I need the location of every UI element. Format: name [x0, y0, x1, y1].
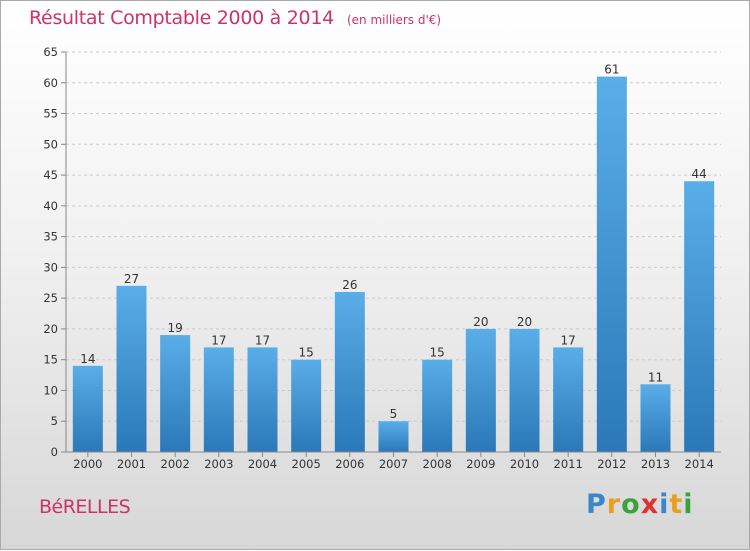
x-tick-label-2008: 2008	[423, 457, 452, 471]
location-label: BéRELLES	[39, 496, 131, 518]
bar-2002	[160, 335, 191, 452]
bar-2013	[640, 384, 671, 452]
x-tick-label-2000: 2000	[73, 457, 102, 471]
y-tick-label: 10	[43, 383, 58, 397]
proxiti-logo: Proxiti	[586, 489, 694, 520]
value-label-2005: 15	[299, 346, 314, 360]
axis-layer: 0 5 10 15 20 25 30 35 40 45 50 55 60 65 2000 2001 2002 20…	[43, 45, 721, 471]
bar-2009	[465, 328, 496, 452]
y-tick-label: 20	[43, 322, 58, 336]
bar-2012	[596, 76, 627, 452]
bar-2010	[509, 328, 540, 452]
bar-2011	[553, 347, 584, 452]
logo-letter: t	[669, 489, 684, 520]
value-label-2001: 27	[124, 272, 139, 286]
x-tick-label-2013: 2013	[641, 457, 670, 471]
value-label-2014: 44	[692, 167, 707, 181]
y-tick-label: 50	[43, 137, 58, 151]
value-label-2013: 11	[648, 370, 663, 384]
y-tick-label: 45	[43, 168, 58, 182]
value-label-2003: 17	[211, 333, 226, 347]
value-label-2004: 17	[255, 333, 270, 347]
logo-letter: i	[683, 489, 694, 520]
value-label-2006: 26	[342, 278, 357, 292]
x-tick-label-2001: 2001	[117, 457, 146, 471]
y-tick-label: 15	[43, 353, 58, 367]
x-tick-label-2002: 2002	[161, 457, 190, 471]
logo-letter: r	[606, 489, 622, 520]
bar-2000	[72, 365, 103, 452]
y-tick-label: 60	[43, 76, 58, 90]
bar-2008	[422, 359, 453, 452]
title-row: Résultat Comptable 2000 à 2014 (en milli…	[29, 7, 441, 29]
y-tick-label: 25	[43, 291, 58, 305]
y-tick-label: 0	[51, 445, 58, 459]
x-tick-label-2009: 2009	[466, 457, 495, 471]
y-tick-label: 5	[51, 414, 58, 428]
value-label-2011: 17	[561, 333, 576, 347]
value-label-2002: 19	[168, 321, 183, 335]
bar-2003	[203, 347, 234, 452]
x-tick-label-2005: 2005	[292, 457, 321, 471]
logo-letter: o	[621, 489, 641, 520]
x-tick-label-2014: 2014	[685, 457, 714, 471]
bar-2005	[291, 359, 322, 452]
bars-layer: 14 27 19 17 17 15 26 5 15 20 20 17 61 11 44	[72, 63, 715, 452]
y-tick-label: 55	[43, 107, 58, 121]
logo-letter: x	[640, 489, 660, 520]
y-tick-label: 65	[43, 45, 58, 59]
bar-2004	[247, 347, 278, 452]
x-tick-label-2004: 2004	[248, 457, 277, 471]
chart-subtitle: (en milliers d'€)	[346, 13, 442, 27]
value-label-2007: 5	[390, 407, 398, 421]
y-tick-label: 35	[43, 230, 58, 244]
value-label-2010: 20	[517, 315, 532, 329]
bar-2006	[334, 292, 365, 452]
x-tick-label-2003: 2003	[204, 457, 233, 471]
y-tick-label: 40	[43, 199, 58, 213]
value-label-2000: 14	[80, 352, 95, 366]
bar-2014	[684, 181, 715, 452]
logo-letter: i	[659, 489, 670, 520]
x-tick-label-2006: 2006	[335, 457, 364, 471]
value-label-2008: 15	[430, 346, 445, 360]
x-tick-label-2011: 2011	[554, 457, 583, 471]
value-label-2009: 20	[473, 315, 488, 329]
value-label-2012: 61	[604, 63, 619, 77]
bar-2001	[116, 285, 147, 452]
y-tick-label: 30	[43, 260, 58, 274]
x-tick-label-2012: 2012	[597, 457, 626, 471]
x-tick-label-2007: 2007	[379, 457, 408, 471]
x-tick-label-2010: 2010	[510, 457, 539, 471]
logo-letter: P	[586, 489, 607, 520]
bar-2007	[378, 421, 409, 452]
chart-title: Résultat Comptable 2000 à 2014	[29, 7, 334, 29]
